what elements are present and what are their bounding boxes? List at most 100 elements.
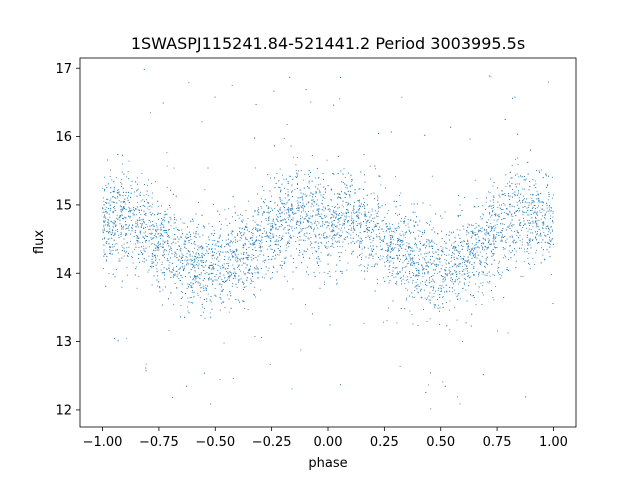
data-point — [184, 240, 186, 242]
data-point — [239, 239, 241, 241]
data-point — [347, 262, 349, 264]
data-point — [168, 264, 170, 266]
data-point — [511, 215, 513, 217]
data-point — [488, 226, 490, 228]
data-point — [145, 247, 147, 249]
data-point — [445, 284, 447, 286]
data-point — [353, 228, 355, 230]
data-point — [377, 210, 379, 212]
data-point — [221, 302, 222, 304]
data-point — [391, 273, 393, 275]
data-point — [184, 316, 185, 318]
data-point — [482, 213, 484, 215]
data-point — [156, 268, 158, 270]
data-point — [113, 222, 115, 224]
data-point — [246, 223, 248, 225]
data-point — [304, 233, 306, 234]
data-point — [432, 262, 434, 264]
data-point — [534, 180, 536, 182]
data-point — [546, 207, 548, 209]
data-point — [345, 212, 347, 214]
data-point — [506, 269, 508, 270]
data-point — [528, 181, 530, 182]
data-point — [271, 277, 273, 278]
data-point — [184, 265, 186, 267]
data-point — [438, 258, 440, 260]
data-point — [188, 259, 190, 261]
data-point — [453, 259, 455, 260]
data-point — [547, 199, 549, 201]
data-point — [413, 275, 414, 276]
data-point — [166, 260, 168, 262]
data-point — [126, 176, 127, 178]
data-point — [542, 215, 544, 217]
data-point — [121, 228, 123, 230]
data-point — [454, 248, 456, 249]
data-point — [194, 270, 196, 272]
data-point — [285, 219, 287, 221]
data-point — [370, 220, 372, 222]
data-point — [202, 285, 204, 287]
data-point — [122, 226, 124, 228]
data-point — [203, 287, 205, 289]
data-point — [344, 183, 346, 185]
data-point — [528, 238, 530, 240]
data-point — [356, 215, 358, 217]
data-point — [412, 323, 414, 325]
data-point — [397, 255, 399, 257]
data-point — [546, 175, 547, 177]
data-point — [314, 177, 316, 179]
data-point — [324, 207, 326, 209]
data-point — [478, 247, 480, 249]
data-point — [457, 279, 458, 281]
data-point — [284, 276, 286, 278]
data-point — [404, 233, 406, 235]
data-point — [464, 259, 466, 261]
data-point — [470, 276, 472, 278]
data-point — [524, 201, 526, 203]
data-point — [190, 285, 192, 287]
data-point — [352, 231, 354, 233]
data-point — [371, 210, 373, 212]
data-point — [115, 177, 117, 179]
data-point — [290, 255, 292, 257]
data-point — [527, 257, 529, 259]
data-point — [389, 235, 391, 236]
data-point — [516, 202, 518, 204]
data-point — [538, 235, 540, 237]
data-point — [421, 269, 423, 271]
data-point — [254, 241, 256, 243]
data-point — [139, 195, 141, 196]
data-point — [458, 195, 459, 197]
data-point — [363, 213, 365, 215]
data-point — [125, 191, 127, 193]
data-point — [108, 273, 110, 274]
data-point — [310, 237, 312, 238]
data-point — [331, 225, 332, 227]
data-point — [418, 275, 420, 277]
data-point — [349, 196, 351, 198]
data-point — [456, 276, 458, 278]
data-point — [379, 238, 381, 240]
data-point — [323, 234, 324, 236]
data-point — [418, 254, 420, 256]
data-point — [427, 384, 429, 386]
data-point — [210, 262, 212, 263]
data-point — [334, 240, 336, 242]
data-point — [208, 273, 210, 275]
data-point — [181, 275, 182, 277]
data-point — [408, 260, 410, 262]
data-point — [528, 253, 530, 254]
data-point — [391, 224, 393, 226]
data-point — [162, 102, 164, 104]
data-point — [177, 241, 179, 243]
data-point — [542, 222, 544, 224]
data-point — [464, 197, 466, 198]
data-point — [464, 241, 466, 242]
data-point — [157, 232, 159, 234]
data-point — [162, 226, 164, 228]
data-point — [202, 256, 204, 258]
data-point — [522, 276, 524, 277]
data-point — [185, 292, 186, 294]
data-point — [135, 208, 137, 210]
